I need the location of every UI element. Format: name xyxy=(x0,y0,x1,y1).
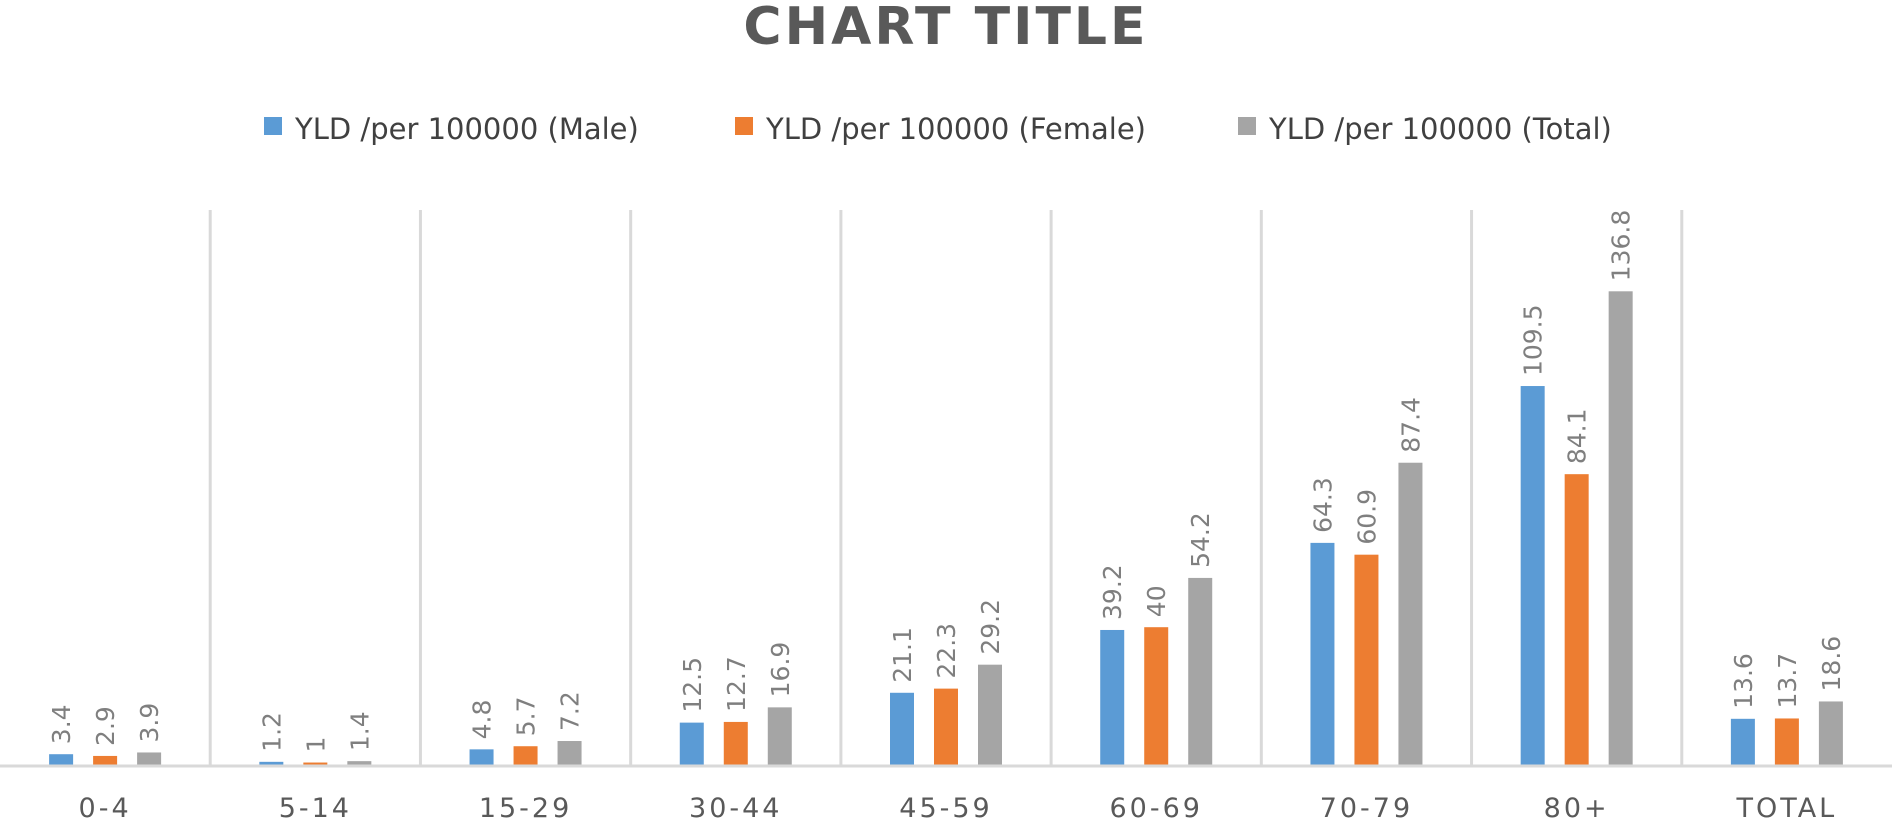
data-label: 7.2 xyxy=(556,691,585,731)
bar xyxy=(93,755,118,766)
data-label: 29.2 xyxy=(976,599,1005,655)
data-label: 60.9 xyxy=(1352,489,1381,545)
bar xyxy=(1144,627,1169,766)
x-tick-label: 70-79 xyxy=(1320,793,1413,821)
bar xyxy=(767,707,792,766)
x-tick-label: 0-4 xyxy=(79,793,132,821)
bar xyxy=(469,749,494,766)
bar xyxy=(1608,291,1633,766)
bar xyxy=(303,762,328,766)
legend-label: YLD /per 100000 (Female) xyxy=(765,112,1146,146)
data-label: 1.4 xyxy=(345,711,374,751)
data-label-group: 3.4 2.9 3.9 1.2 1 1.4 4.8 5.7 7.2 12.5 12.7 16.9 21.… xyxy=(47,210,1846,753)
legend-swatch xyxy=(264,117,282,135)
x-tick-label: 60-69 xyxy=(1109,793,1202,821)
legend-label: YLD /per 100000 (Male) xyxy=(294,112,639,146)
data-label: 64.3 xyxy=(1308,477,1337,533)
data-label: 54.2 xyxy=(1186,512,1215,568)
bar xyxy=(49,754,74,766)
bar-series-group xyxy=(49,291,1843,766)
bar xyxy=(1730,718,1755,766)
data-label: 40 xyxy=(1142,585,1171,617)
x-tick-label: TOTAL xyxy=(1736,793,1838,821)
data-label: 39.2 xyxy=(1098,564,1127,620)
x-tick-label: 80+ xyxy=(1544,793,1610,821)
data-label: 12.7 xyxy=(722,656,751,712)
legend-item: YLD /per 100000 (Total) xyxy=(1238,112,1612,146)
bar xyxy=(1520,386,1545,766)
category-gridlines xyxy=(208,210,1684,766)
data-label: 18.6 xyxy=(1817,636,1846,692)
data-label: 3.4 xyxy=(47,704,76,744)
data-label: 12.5 xyxy=(678,657,707,713)
data-label: 16.9 xyxy=(766,642,795,698)
bar xyxy=(1398,462,1423,766)
bar xyxy=(978,664,1002,766)
data-label: 109.5 xyxy=(1519,304,1548,376)
bar xyxy=(890,692,914,766)
x-tick-label: 15-29 xyxy=(479,793,572,821)
legend-swatch xyxy=(1238,117,1256,135)
legend-label: YLD /per 100000 (Total) xyxy=(1268,112,1612,146)
data-label: 84.1 xyxy=(1563,409,1592,465)
data-label: 87.4 xyxy=(1396,397,1425,453)
chart-title: CHART TITLE xyxy=(743,0,1148,57)
bar xyxy=(1774,718,1799,766)
data-label: 22.3 xyxy=(932,623,961,679)
legend-item: YLD /per 100000 (Female) xyxy=(735,112,1146,146)
legend-item: YLD /per 100000 (Male) xyxy=(264,112,639,146)
bar xyxy=(347,761,372,766)
data-label: 3.9 xyxy=(135,703,164,743)
bar xyxy=(1310,542,1335,766)
data-label: 136.8 xyxy=(1607,210,1636,282)
x-tick-label: 30-44 xyxy=(689,793,782,821)
legend-swatch xyxy=(735,117,753,135)
chart-legend: YLD /per 100000 (Male) YLD /per 100000 (F… xyxy=(264,112,1612,146)
bar xyxy=(1354,554,1379,766)
data-label: 5.7 xyxy=(512,696,541,736)
bar xyxy=(557,741,582,766)
x-tick-label: 5-14 xyxy=(279,793,352,821)
bar xyxy=(513,746,538,766)
data-label: 13.6 xyxy=(1729,653,1758,709)
x-tick-label: 45-59 xyxy=(899,793,992,821)
bar xyxy=(1188,577,1213,766)
bar xyxy=(679,722,704,766)
x-tick-labels: 0-4 5-14 15-29 30-44 45-59 60-69 70-79 80+ TOTAL xyxy=(79,793,1838,821)
bar xyxy=(934,688,958,766)
bar xyxy=(137,752,162,766)
bar xyxy=(1564,474,1589,766)
bar xyxy=(259,761,284,766)
bar xyxy=(1818,701,1843,766)
data-label: 1 xyxy=(301,737,330,753)
bar xyxy=(723,721,748,766)
data-label: 2.9 xyxy=(91,706,120,746)
data-label: 1.2 xyxy=(257,712,286,752)
bar xyxy=(1100,629,1125,766)
data-label: 21.1 xyxy=(888,627,917,683)
data-label: 13.7 xyxy=(1773,653,1802,709)
data-label: 4.8 xyxy=(468,700,497,740)
